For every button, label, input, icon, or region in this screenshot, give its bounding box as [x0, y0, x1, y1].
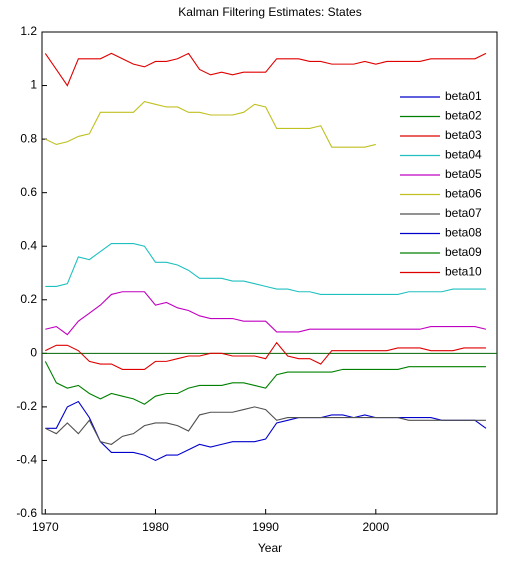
x-tick-label: 1980: [142, 520, 169, 534]
legend-label: beta06: [445, 187, 482, 201]
legend-label: beta02: [445, 109, 482, 123]
series-line: [45, 291, 487, 336]
legend-label: beta08: [445, 226, 482, 240]
y-tick-label: 0: [30, 346, 37, 360]
series-line: [45, 406, 486, 445]
legend-label: beta09: [445, 245, 482, 259]
x-tick-label: 1990: [252, 520, 279, 534]
chart-title: Kalman Filtering Estimates: States: [178, 5, 361, 19]
y-tick-label: 0.8: [20, 131, 37, 145]
series-line: [44, 52, 487, 87]
legend-label: beta10: [445, 265, 482, 279]
y-tick-label: 1: [30, 78, 37, 92]
y-tick-label: -0.6: [16, 506, 37, 520]
y-tick-label: 1.2: [20, 24, 37, 38]
series-line: [45, 101, 376, 148]
x-tick-label: 1970: [32, 520, 59, 534]
series-line: [45, 341, 486, 370]
y-tick-label: -0.4: [16, 453, 37, 467]
y-tick-label: -0.2: [16, 399, 37, 413]
y-tick-label: 0.4: [20, 238, 37, 252]
legend-label: beta05: [445, 167, 482, 181]
x-axis-label: Year: [258, 541, 282, 555]
series-line: [45, 242, 486, 295]
legend-label: beta03: [445, 128, 482, 142]
x-tick-label: 2000: [362, 520, 389, 534]
series-line: [45, 400, 487, 462]
legend-label: beta04: [445, 148, 482, 162]
y-tick-label: 0.6: [20, 185, 37, 199]
legend-label: beta01: [445, 89, 482, 103]
series-line: [44, 361, 486, 405]
plot-frame: [41, 31, 498, 515]
y-tick-label: 0.2: [20, 292, 37, 306]
legend-label: beta07: [445, 206, 482, 220]
